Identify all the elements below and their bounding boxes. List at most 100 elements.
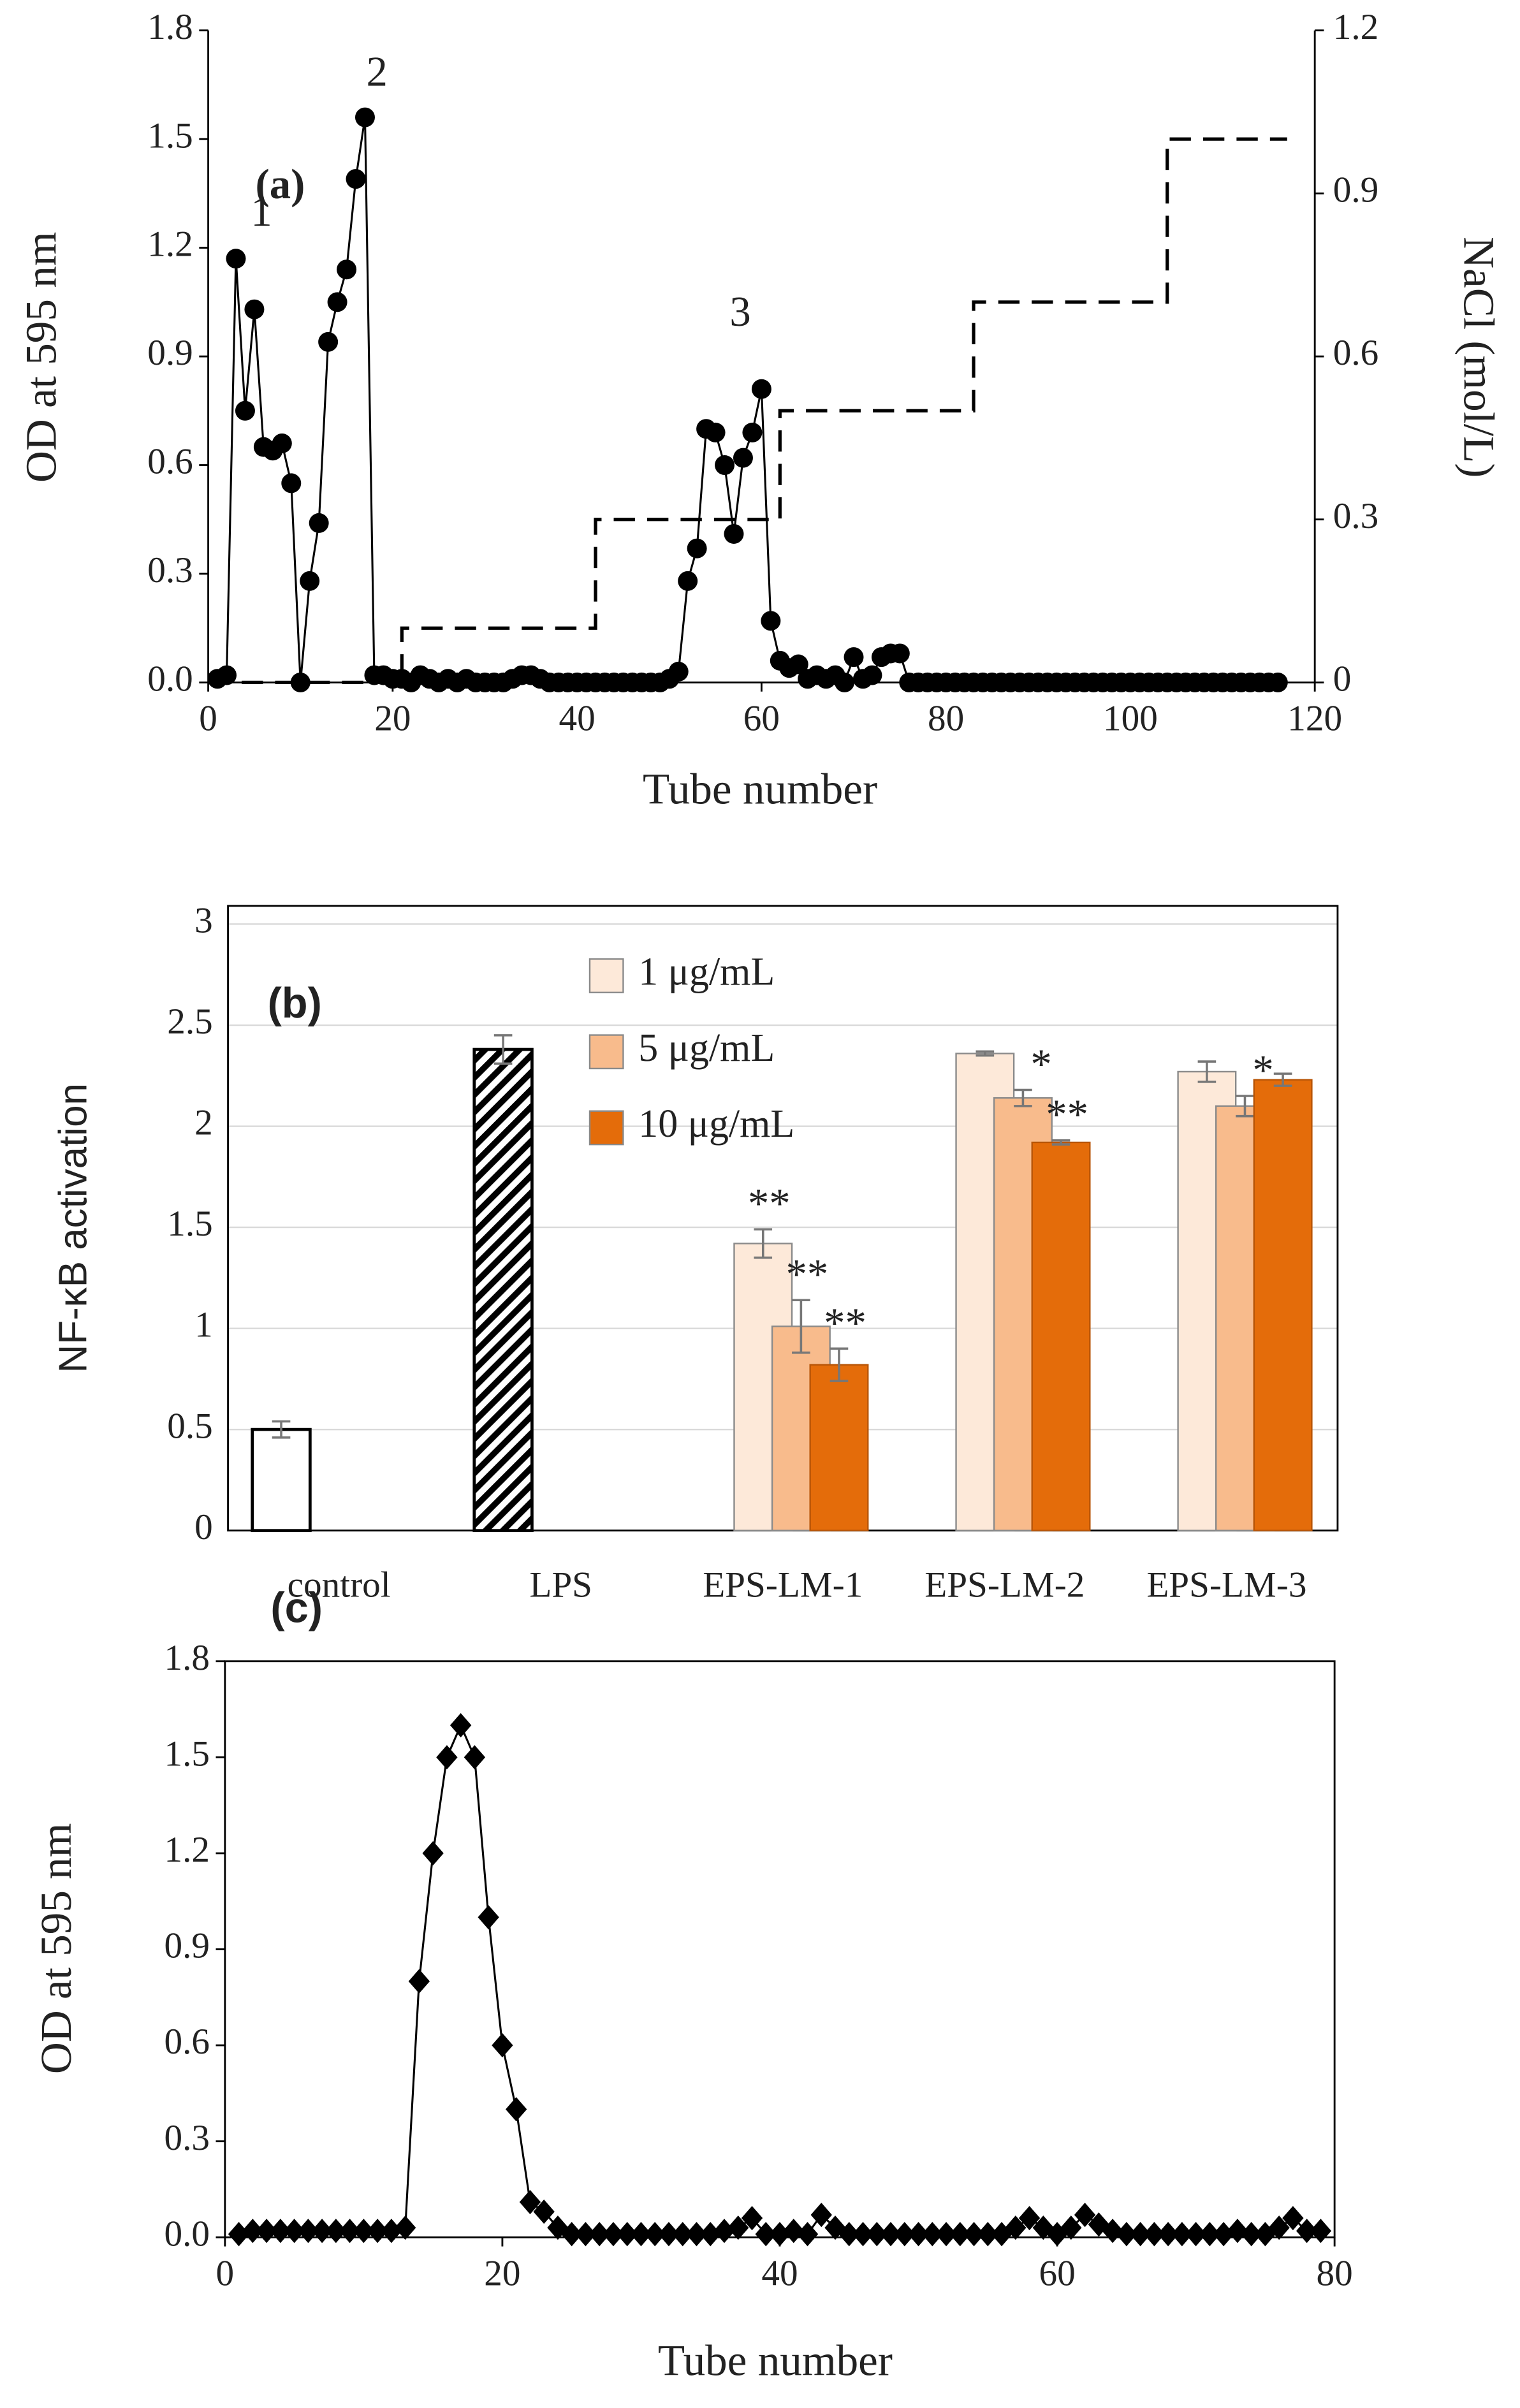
y2-tick-label: 1.2 bbox=[1333, 7, 1379, 47]
y-axis-title: OD at 595 nm bbox=[16, 231, 65, 483]
y-tick-label: 1.8 bbox=[164, 1638, 210, 1678]
data-point bbox=[810, 2203, 832, 2228]
x-tick-label: 60 bbox=[743, 699, 780, 739]
data-point bbox=[346, 169, 366, 189]
x-tick-label: 20 bbox=[374, 699, 411, 739]
x-tick-label: EPS-LM-2 bbox=[924, 1565, 1085, 1605]
data-point bbox=[733, 448, 753, 468]
error-bar bbox=[1014, 1088, 1032, 1107]
data-point bbox=[394, 2215, 416, 2240]
data-point bbox=[862, 665, 882, 685]
significance-label: ** bbox=[786, 1251, 829, 1298]
data-point bbox=[478, 1905, 499, 1930]
data-point bbox=[217, 665, 237, 685]
data-line bbox=[217, 117, 1278, 684]
y-tick-label: 1.5 bbox=[147, 115, 193, 156]
bar bbox=[1253, 1079, 1313, 1531]
error-bar bbox=[792, 1299, 810, 1354]
error-bar bbox=[754, 1228, 773, 1259]
data-point bbox=[668, 661, 689, 682]
y-axis-title: OD at 595 nm bbox=[31, 1823, 80, 2075]
y2-tick-label: 0.3 bbox=[1333, 496, 1379, 536]
y-tick-label: 0.6 bbox=[147, 442, 193, 482]
significance-label: * bbox=[1030, 1041, 1051, 1088]
bar bbox=[1031, 1141, 1091, 1531]
x-tick-label: 80 bbox=[928, 699, 964, 739]
legend-swatch bbox=[588, 958, 624, 993]
data-point bbox=[309, 513, 329, 533]
data-point bbox=[705, 422, 726, 442]
data-point bbox=[519, 2189, 541, 2215]
y-tick-label: 0.9 bbox=[164, 1926, 210, 1966]
y2-axis-title: NaCl (mol/L) bbox=[1455, 237, 1504, 478]
data-point bbox=[290, 672, 311, 692]
y-tick-label: 3 bbox=[194, 901, 213, 941]
data-point bbox=[337, 259, 357, 280]
panel-label: (a) bbox=[256, 161, 305, 208]
plot-frame bbox=[224, 1660, 1336, 2238]
y-tick-label: 1.2 bbox=[164, 1830, 210, 1870]
annotation: 3 bbox=[729, 289, 750, 335]
y-tick-label: 1.8 bbox=[147, 7, 193, 47]
data-point bbox=[1268, 2215, 1290, 2240]
x-tick-label: 20 bbox=[484, 2253, 520, 2293]
data-line bbox=[238, 1723, 1321, 2235]
x-tick-label: 60 bbox=[1039, 2253, 1075, 2293]
data-point bbox=[449, 1713, 472, 1738]
y-tick-label: 1.5 bbox=[164, 1733, 210, 1774]
data-point bbox=[742, 422, 763, 442]
y2-tick-label: 0 bbox=[1333, 659, 1352, 699]
data-point bbox=[727, 2215, 749, 2240]
error-bar bbox=[1051, 1139, 1071, 1146]
x-tick-label: 100 bbox=[1103, 699, 1158, 739]
data-point bbox=[422, 1841, 444, 1865]
error-bar bbox=[1197, 1060, 1217, 1083]
data-point bbox=[281, 473, 302, 493]
data-point bbox=[300, 571, 320, 591]
x-tick-label: 0 bbox=[199, 699, 217, 739]
y-tick-label: 1.2 bbox=[147, 224, 193, 265]
y-tick-label: 1.5 bbox=[167, 1204, 213, 1244]
y-tick-label: 0.3 bbox=[147, 550, 193, 590]
significance-label: ** bbox=[1046, 1092, 1088, 1139]
data-point bbox=[1005, 2215, 1027, 2240]
y-tick-label: 0.6 bbox=[164, 2022, 210, 2062]
x-tick-label: 40 bbox=[761, 2253, 798, 2293]
y-tick-label: 0.0 bbox=[147, 659, 193, 699]
bar bbox=[472, 1047, 534, 1533]
y-tick-label: 1 bbox=[194, 1305, 213, 1345]
legend-label: 1 μg/mL bbox=[638, 951, 775, 994]
data-point bbox=[761, 611, 781, 631]
y-tick-label: 0.0 bbox=[164, 2214, 210, 2254]
error-bar bbox=[976, 1050, 995, 1057]
data-point bbox=[533, 2200, 555, 2224]
significance-label: ** bbox=[748, 1181, 791, 1227]
x-tick-label: 80 bbox=[1317, 2253, 1353, 2293]
data-point bbox=[1310, 2219, 1332, 2244]
data-point bbox=[244, 299, 265, 319]
data-point bbox=[226, 249, 246, 269]
data-point bbox=[844, 647, 864, 668]
y-axis-title: NF-κB activation bbox=[52, 1083, 96, 1373]
panel-label: (b) bbox=[268, 980, 322, 1027]
significance-label: ** bbox=[824, 1300, 866, 1346]
legend-swatch bbox=[588, 1034, 624, 1070]
x-tick-label: EPS-LM-1 bbox=[703, 1565, 863, 1605]
data-point bbox=[715, 455, 735, 476]
error-bar bbox=[829, 1347, 849, 1382]
legend-swatch bbox=[588, 1110, 624, 1146]
annotation: 2 bbox=[367, 49, 388, 96]
bar bbox=[809, 1364, 869, 1531]
error-bar bbox=[1273, 1072, 1292, 1087]
x-tick-label: control bbox=[288, 1565, 391, 1605]
legend-label: 10 μg/mL bbox=[638, 1102, 794, 1146]
y2-tick-label: 0.9 bbox=[1333, 170, 1379, 210]
x-tick-label: 0 bbox=[216, 2253, 235, 2293]
data-point bbox=[796, 2222, 819, 2247]
data-point bbox=[505, 2097, 527, 2122]
y-tick-label: 2.5 bbox=[167, 1002, 213, 1042]
error-bar bbox=[272, 1420, 291, 1439]
data-point bbox=[788, 654, 808, 675]
data-point bbox=[354, 107, 375, 128]
